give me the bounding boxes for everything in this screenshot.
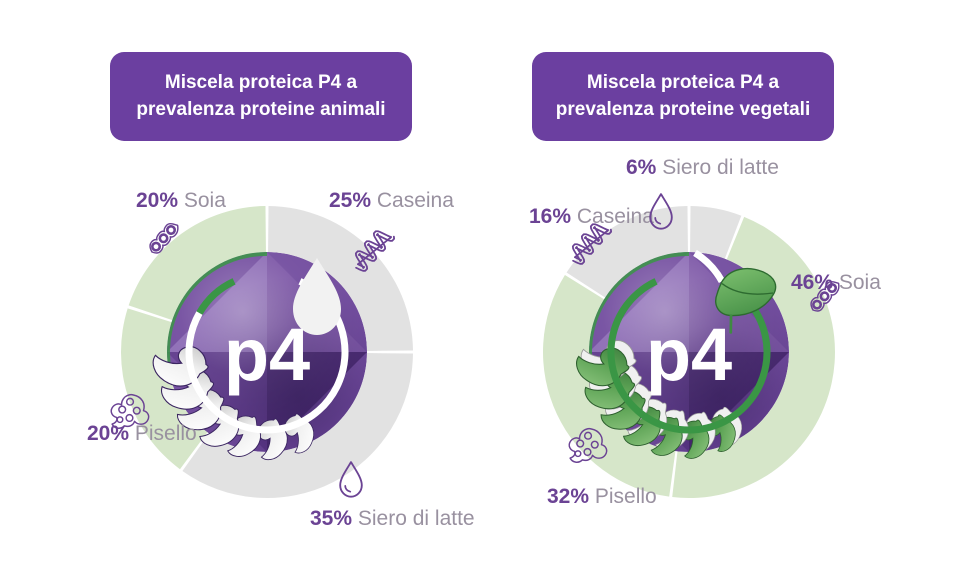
svg-text:25% Caseina: 25% Caseina (329, 189, 454, 212)
svg-text:p4: p4 (646, 313, 732, 396)
svg-text:20% Soia: 20% Soia (136, 189, 226, 212)
svg-text:6% Siero di latte: 6% Siero di latte (626, 156, 779, 179)
svg-text:32% Pisello: 32% Pisello (547, 485, 657, 508)
svg-text:20% Pisello: 20% Pisello (87, 422, 197, 445)
svg-text:p4: p4 (224, 313, 310, 396)
svg-text:35% Siero di latte: 35% Siero di latte (310, 507, 475, 530)
